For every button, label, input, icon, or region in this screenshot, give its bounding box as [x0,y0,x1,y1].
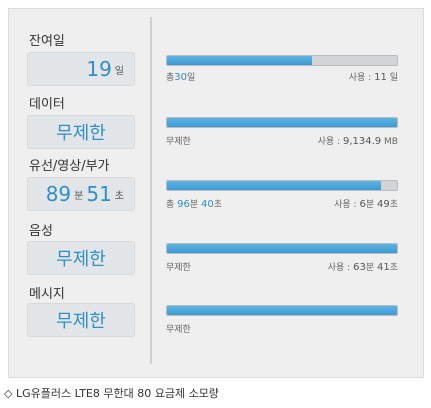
used-seconds: 49 [376,199,390,210]
used-prefix: 사용 : [317,137,341,147]
label-voice: 음성 [29,224,53,239]
voice-value: 무제한 [56,249,106,270]
message-bar-fill [167,306,397,315]
voice-bar [166,243,398,254]
remaining-days-bar-fill [167,56,312,65]
used-minutes: 6 [359,199,366,210]
data-bar-fill [167,118,397,127]
voice-bar-fill [167,244,397,253]
used-unit: MB [384,137,398,147]
remaining-days-value: 19 [86,57,112,81]
remaining-days-box: 19 일 [27,52,135,86]
total-prefix: 총 [166,200,175,210]
call-minutes-value: 89 [45,182,72,206]
call-seconds-value: 51 [86,182,112,206]
label-remaining-days: 잔여일 [29,34,65,49]
used-prefix: 사용 : [348,73,372,83]
column-divider [150,17,152,364]
used-unit: 일 [389,73,398,83]
call-video-extra-total: 총 96분 40초 [166,197,222,210]
message-value: 무제한 [56,311,106,332]
total-unit: 일 [187,73,196,83]
voice-used: 사용 : 63분 41초 [328,260,398,273]
total-seconds-unit: 초 [213,200,223,210]
call-seconds-unit: 초 [114,191,124,202]
used-value: 9,134.9 [343,136,382,147]
call-minutes-unit: 분 [74,191,84,202]
voice-box: 무제한 [27,241,135,275]
label-message: 메시지 [29,287,65,302]
used-seconds-unit: 초 [389,263,398,273]
data-box: 무제한 [27,115,135,149]
label-call-video-extra: 유선/영상/부가 [29,159,110,174]
total-seconds: 40 [201,199,214,210]
call-video-extra-bar [166,180,398,191]
message-box: 무제한 [27,303,135,337]
total-value: 30 [174,72,188,83]
message-total: 무제한 [166,325,191,335]
used-seconds: 41 [376,262,390,273]
data-used: 사용 : 9,134.9 MB [318,134,398,147]
used-minutes-unit: 분 [365,263,375,273]
used-minutes-unit: 분 [365,200,375,210]
used-seconds-unit: 초 [389,200,398,210]
message-bar [166,305,398,316]
used-minutes: 63 [353,262,366,273]
call-video-extra-bar-fill [167,181,381,190]
label-data: 데이터 [29,97,65,112]
figure-caption: ◇ LG유플러스 LTE8 무한대 80 요금제 소모량 [4,387,219,400]
used-prefix: 사용 : [334,200,357,210]
data-value: 무제한 [56,123,106,144]
call-video-extra-used: 사용 : 6분 49초 [334,197,398,210]
data-bar [166,117,398,128]
total-minutes: 96 [177,199,190,210]
remaining-days-used: 사용 : 11 일 [349,70,398,83]
used-value: 11 [374,72,387,83]
total-prefix: 총 [166,73,175,83]
voice-total: 무제한 [166,263,191,273]
remaining-days-total: 총30일 [166,70,195,83]
call-video-extra-box: 89 분 51 초 [27,177,135,211]
total-minutes-unit: 분 [189,200,199,210]
used-prefix: 사용 : [327,263,351,273]
remaining-days-unit: 일 [114,66,124,77]
remaining-days-bar [166,55,398,66]
data-total: 무제한 [166,137,191,147]
